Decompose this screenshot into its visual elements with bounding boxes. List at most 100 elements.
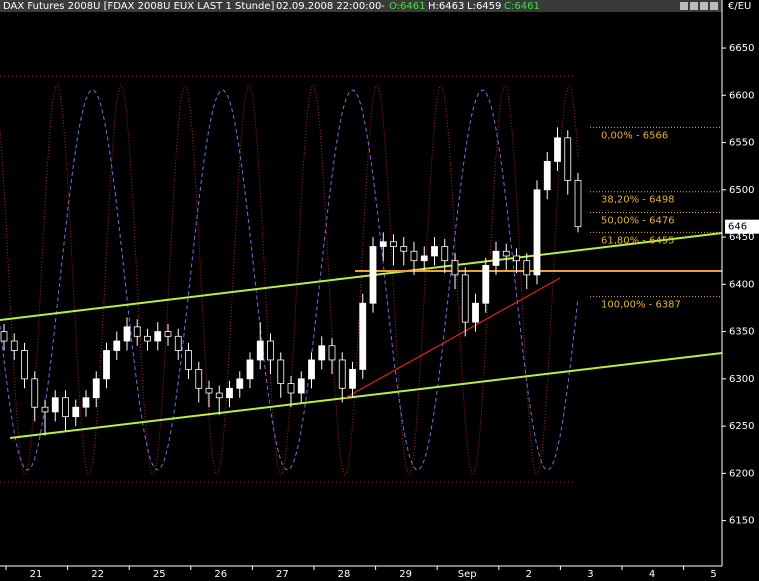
candle-body [533,189,541,276]
y-tick-label: 6650 [729,43,754,54]
candle-body [390,241,397,247]
candle-body [21,350,28,380]
candle-body [113,340,121,351]
y-tick-label: 6500 [729,185,754,196]
candle-body [103,350,110,380]
candle-body [82,397,90,408]
candle-body [492,250,500,266]
btn[interactable] [710,2,718,10]
x-tick-label: 4 [649,569,655,580]
candle-body [482,265,490,304]
candle-body [133,326,141,337]
fib-label: 0,00% - 6566 [601,130,668,141]
candle-body [472,302,479,323]
y-tick-label: 6200 [729,468,754,479]
candle-body [359,302,367,370]
candle-body [236,378,244,389]
candle-body [31,378,39,408]
candle-body [0,331,8,342]
y-tick-label: 6550 [729,138,754,149]
candle-body [297,378,305,394]
candle-body [410,250,418,262]
candle-body [349,368,356,389]
candle-body [144,335,151,342]
candle-body [215,392,223,399]
candle-body [51,397,59,413]
candle-body [318,345,326,361]
candle-body [543,161,551,191]
channel-lower [9,352,723,439]
trend-line [344,277,561,399]
btn[interactable] [690,2,698,10]
x-tick-label: 26 [214,569,227,580]
candle-body [277,359,285,384]
candle-body [123,326,131,342]
candle-body [328,345,336,361]
header-sep: - [381,1,385,12]
y-tick-label: 6300 [729,374,754,385]
candle-body [513,255,520,262]
oscillator-dotted [0,85,579,475]
y-tick-label: 6600 [729,90,754,101]
candle-body [338,359,346,389]
candle-body [461,274,469,323]
channel-upper [0,232,723,321]
x-tick-label: 29 [399,569,412,580]
candle-body [195,368,203,389]
fib-label: 38,20% - 6498 [601,195,675,206]
window-buttons [680,2,718,10]
y-tick-label: 6450 [729,232,754,243]
x-tick-label: 22 [91,569,104,580]
fib-label: 61,80% - 6455 [601,235,675,246]
candle-body [10,340,18,351]
candle-body [174,335,182,351]
x-tick-label: 2 [526,569,532,580]
fib-label: 100,00% - 6387 [601,300,681,311]
candle-body [62,397,69,418]
candle-body [451,260,459,276]
btn[interactable] [700,2,708,10]
x-tick-label: Sep [458,569,477,580]
header-high: H:6463 [428,1,464,12]
x-tick-label: 28 [338,569,351,580]
candle-body [72,406,80,418]
currency: €/EU [728,1,751,12]
candle-body [267,340,274,361]
header-datetime: 02.09.2008 22:00:00 [276,1,381,12]
x-tick-label: 5 [710,569,716,580]
btn[interactable] [680,2,688,10]
candle-body [164,331,172,337]
x-tick-label: 3 [587,569,593,580]
y-tick-label: 6150 [729,516,754,527]
x-tick-label: 25 [153,569,166,580]
candle-body [287,383,295,394]
fib-label: 50,00% - 6476 [601,215,675,226]
candle-body [441,246,449,262]
candle-body [420,255,428,262]
x-tick-label: 27 [276,569,289,580]
candle-body [256,340,264,361]
candle-body [246,359,254,380]
oscillator-overlay [0,85,579,475]
candle-body [205,387,213,394]
candle-body [154,331,162,342]
oscillator-dashed [0,89,579,471]
candle-body [308,359,315,380]
last-price-label: 646 [728,222,747,233]
header-bar [0,0,722,12]
candle-body [502,250,510,257]
candle-body [523,260,531,276]
candle-body [226,387,233,399]
candle-body [564,137,572,181]
x-tick-label: 21 [30,569,43,580]
candle-body [400,246,408,252]
candle-body [41,406,49,413]
header-open: O:6461 [389,1,426,12]
last-price-box [725,219,759,234]
header-title: DAX Futures 2008U [FDAX 2008U EUX LAST 1… [3,1,275,12]
header-close: C:6461 [504,1,540,12]
candle-body [554,137,561,162]
y-tick-label: 6400 [729,279,754,290]
